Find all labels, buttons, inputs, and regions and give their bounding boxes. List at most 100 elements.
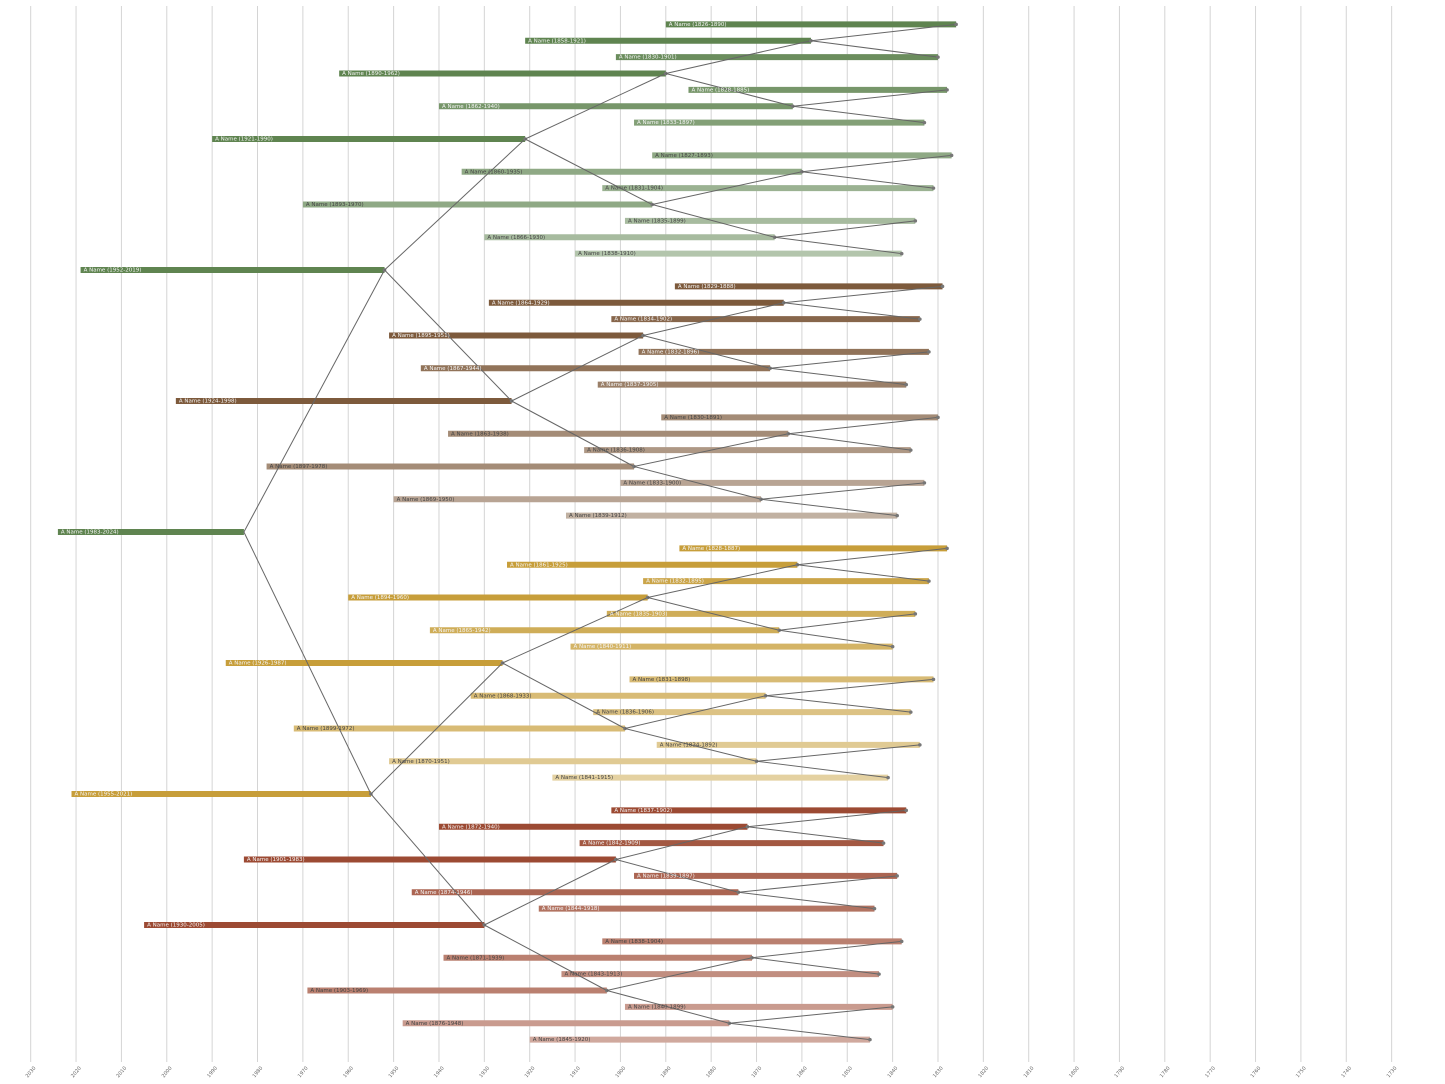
x-tick-label: 1800 [1068, 1066, 1081, 1080]
connector [801, 171, 934, 189]
birth-dot [927, 350, 931, 354]
person-bar [339, 70, 666, 77]
person-bar [461, 168, 802, 175]
connector [801, 154, 952, 173]
person-label: A Name (1897-1978) [270, 464, 328, 470]
person-label: A Name (1836-1908) [587, 448, 645, 454]
person-bar [411, 889, 739, 896]
birth-dot [913, 219, 918, 223]
connector [633, 466, 762, 500]
connectors [243, 22, 958, 1042]
connector [751, 940, 902, 959]
person-label: A Name (1841-1915) [555, 775, 613, 781]
birth-dot [908, 710, 913, 714]
person-label: A Name (1871-1939) [447, 955, 505, 961]
person-label: A Name (1839-1897) [637, 873, 695, 879]
person-bar [507, 561, 798, 568]
connector [633, 433, 789, 467]
birth-dot [899, 939, 904, 944]
person-bar [597, 381, 907, 388]
person-label: A Name (1838-1910) [578, 251, 636, 257]
person-label: A Name (1830-1891) [664, 415, 722, 421]
person-bar [293, 725, 625, 732]
person-bar [674, 283, 943, 290]
person-label: A Name (1903-1969) [310, 988, 368, 994]
connector [665, 40, 812, 74]
person-bar [538, 905, 875, 912]
person-bar [561, 971, 880, 978]
birth-dot [904, 382, 909, 387]
person-label: A Name (1924-1998) [179, 399, 237, 405]
connector [761, 482, 925, 500]
person-label: A Name (1870-1951) [392, 759, 450, 765]
birth-dot [936, 415, 940, 420]
connector [783, 302, 920, 320]
person-label: A Name (1829-1888) [678, 284, 736, 290]
connector [761, 498, 898, 517]
person-label: A Name (1872-1940) [442, 824, 500, 830]
connector [642, 335, 771, 369]
x-tick-label: 1960 [342, 1066, 355, 1080]
bars [57, 21, 957, 1043]
person-label: A Name (1890-1962) [342, 71, 400, 77]
x-tick-label: 2030 [25, 1066, 38, 1080]
connector [756, 760, 889, 779]
person-label: A Name (1921-1990) [215, 137, 273, 143]
person-label: A Name (1901-1983) [247, 857, 305, 863]
connector [502, 597, 648, 664]
person-bar [679, 545, 948, 552]
person-label: A Name (1833-1897) [637, 120, 695, 126]
person-label: A Name (1955-2021) [75, 792, 133, 798]
person-bar [565, 512, 898, 519]
birth-dot [945, 88, 949, 92]
connector [652, 171, 802, 205]
birth-dot [913, 612, 918, 616]
person-label: A Name (1832-1896) [642, 349, 700, 355]
connector [511, 400, 635, 467]
birth-dot [936, 55, 940, 59]
person-label: A Name (1930-2005) [147, 923, 205, 929]
grid: 2030 2020 2010 2000 1990 1980 1970 1960 1950 1940… [25, 6, 1398, 1080]
connector [606, 957, 753, 991]
person-label: A Name (1865-1942) [433, 628, 491, 634]
x-tick-label: 1970 [297, 1066, 310, 1080]
connector [774, 236, 902, 255]
person-label: A Name (1833-1900) [623, 480, 681, 486]
person-bar [144, 922, 485, 928]
connector [792, 105, 925, 124]
connector [765, 678, 934, 697]
person-bar [393, 496, 762, 503]
person-bar [225, 660, 503, 666]
person-label: A Name (1843-1913) [564, 972, 622, 978]
person-label: A Name (1863-1938) [451, 431, 509, 437]
x-tick-label: 1750 [1295, 1066, 1308, 1080]
birth-dot [872, 906, 877, 911]
connector [524, 73, 667, 140]
x-tick-label: 1950 [388, 1066, 401, 1080]
connector [779, 629, 893, 648]
connector [624, 695, 766, 729]
connector [484, 859, 617, 926]
birth-dot [954, 22, 958, 27]
x-tick-label: 1830 [932, 1066, 945, 1080]
connector [384, 269, 512, 402]
x-tick-label: 1890 [660, 1066, 673, 1080]
person-label: A Name (1835-1899) [628, 218, 686, 224]
person-bar [606, 610, 916, 617]
birth-dot [890, 644, 895, 649]
person-label: A Name (1983-2024) [61, 530, 119, 536]
connector [647, 564, 798, 598]
connector [502, 662, 626, 729]
person-label: A Name (1835-1903) [610, 611, 668, 617]
person-label: A Name (1860-1935) [465, 169, 523, 175]
person-label: A Name (1834-1892) [660, 742, 718, 748]
connector [765, 695, 911, 713]
person-label: A Name (1830-1901) [619, 55, 677, 61]
x-tick-label: 1760 [1250, 1066, 1263, 1080]
person-label: A Name (1842-1909) [583, 841, 641, 847]
person-label: A Name (1836-1906) [596, 710, 654, 716]
x-tick-label: 1840 [887, 1066, 900, 1080]
birth-dot [922, 120, 927, 125]
x-tick-label: 2020 [70, 1066, 83, 1080]
person-bar [429, 627, 780, 634]
